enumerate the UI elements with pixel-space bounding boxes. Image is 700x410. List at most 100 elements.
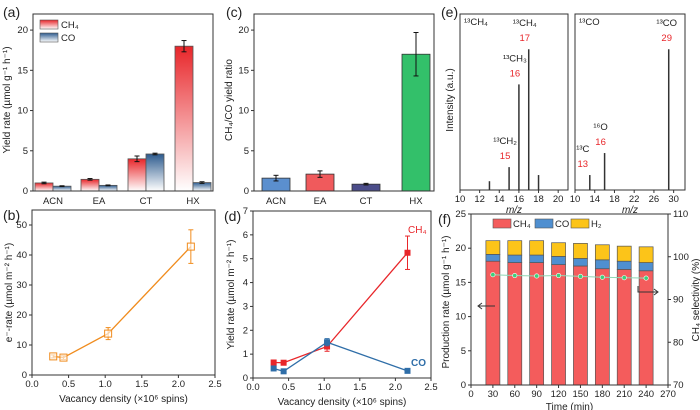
subplot-title: ¹³CO	[579, 17, 600, 28]
bar-segment-1	[485, 254, 501, 262]
peak-number: 15	[500, 151, 511, 162]
plot-frame-f	[470, 213, 669, 386]
bar-ch4-ea	[80, 178, 100, 192]
data-point	[404, 367, 411, 374]
y-axis-label: e⁻-rate (µmol m⁻² h⁻¹)	[4, 243, 15, 342]
peak-number: 29	[661, 33, 672, 44]
bar-segment-2	[507, 240, 523, 256]
bar-ch4-ct	[127, 158, 147, 192]
x-axis-label: Vacancy density (×10⁶ spins)	[278, 397, 407, 408]
y-tick-label: 15	[238, 65, 249, 76]
bar-segment-1	[529, 254, 545, 263]
legend-label: CH₄	[61, 20, 79, 31]
bar-segment-2	[551, 242, 566, 257]
y-axis-label: Production rate (µmol g⁻¹ h⁻¹)	[441, 235, 452, 368]
x-tick-label: 18	[533, 194, 544, 205]
x-tick-label: 2.0	[389, 382, 402, 393]
plot-frame-c	[253, 13, 435, 192]
selectivity-point	[512, 273, 518, 279]
peak-label: ¹³CH₃	[503, 53, 527, 64]
legend-swatch	[492, 218, 512, 229]
plot-frame-b	[31, 209, 216, 376]
x-tick-label: 14	[589, 194, 600, 205]
y-tick-label: 0	[461, 380, 466, 391]
panel-label-b: (b)	[3, 207, 20, 223]
y-tick-label: 5	[244, 146, 249, 157]
selectivity-point	[599, 274, 605, 280]
x-tick-label: 0.0	[25, 379, 38, 390]
bar-segment-1	[616, 260, 632, 270]
x-category-label: CT	[140, 196, 153, 207]
x-category-label: EA	[314, 196, 327, 207]
legend-swatch	[534, 218, 554, 229]
x-tick-label: 16	[514, 194, 525, 205]
x-tick-label: 270	[660, 389, 676, 400]
bar-segment-0	[551, 264, 566, 386]
x-category-label: EA	[93, 196, 106, 207]
data-point	[324, 339, 331, 346]
x-tick-label: 90	[531, 389, 542, 400]
bar-segment-2	[529, 240, 545, 256]
y-tick-label: 4	[243, 278, 248, 289]
data-point	[59, 353, 68, 362]
x-tick-label: 18	[609, 194, 620, 205]
subplot-title: ¹³CH₄	[464, 17, 488, 28]
y-tick-label: 7	[243, 206, 248, 217]
y-tick-label: 110	[673, 209, 688, 220]
y-tick-label: 2	[243, 325, 248, 336]
x-tick-label: 210	[616, 389, 632, 400]
data-point	[49, 352, 58, 361]
x-tick-label: 30	[488, 389, 499, 400]
legend-label: H₂	[591, 219, 602, 230]
data-point	[104, 329, 113, 338]
x-tick-label: 1.5	[353, 382, 366, 393]
x-category-label: ACN	[266, 196, 286, 207]
selectivity-point	[556, 273, 562, 279]
peak-label: ¹³CH₂	[493, 136, 517, 147]
bar-segment-1	[638, 262, 654, 272]
x-tick-label: 0.5	[282, 382, 295, 393]
data-point	[404, 249, 411, 256]
series-label-co: CO	[411, 358, 426, 369]
data-point	[270, 359, 277, 366]
bar-segment-0	[573, 265, 588, 386]
bar-segment-0	[638, 270, 654, 386]
peak-label: ¹³CO	[656, 18, 677, 29]
legend-swatch	[39, 32, 59, 43]
y-tick-label: 0	[23, 186, 28, 197]
peak-number: 16	[510, 68, 521, 79]
y-tick-label: 6	[243, 230, 248, 241]
y-tick-label: 90	[673, 295, 684, 306]
legend-label: CO	[555, 219, 569, 230]
x-axis-label: Vacancy density (×10⁶ spins)	[59, 394, 188, 405]
bar-segment-2	[616, 245, 632, 262]
y-tick-label: 10	[16, 340, 27, 351]
bar-segment-0	[594, 268, 610, 386]
plot-frame-d	[252, 210, 432, 379]
y-tick-label: 20	[16, 310, 27, 321]
y-axis-label: Intensity (a.u.)	[445, 68, 456, 131]
x-tick-label: 150	[573, 389, 589, 400]
series-line-0	[53, 246, 192, 359]
x-tick-label: 10	[570, 194, 581, 205]
x-axis-label: m/z	[622, 205, 638, 216]
legend-swatch	[39, 19, 59, 30]
y-tick-label: 50	[16, 220, 27, 231]
bar-segment-2	[594, 244, 610, 261]
selectivity-line	[492, 274, 647, 279]
bar-segment-2	[573, 243, 588, 259]
selectivity-point	[577, 273, 583, 279]
y-tick-label: 20	[17, 25, 28, 36]
series-line-1	[273, 341, 408, 373]
x-tick-label: 60	[509, 389, 520, 400]
y-tick-label: 10	[455, 312, 466, 323]
panel-label-e: (e)	[441, 4, 458, 20]
panel-label-c: (c)	[226, 4, 242, 20]
right-axis-arrow-icon	[637, 286, 659, 296]
y-tick-label: 5	[243, 254, 248, 265]
series-label-ch4: CH₄	[408, 225, 427, 236]
x-tick-label: 0	[468, 389, 473, 400]
left-axis-arrow-icon	[477, 302, 495, 310]
bar-segment-1	[573, 258, 588, 267]
